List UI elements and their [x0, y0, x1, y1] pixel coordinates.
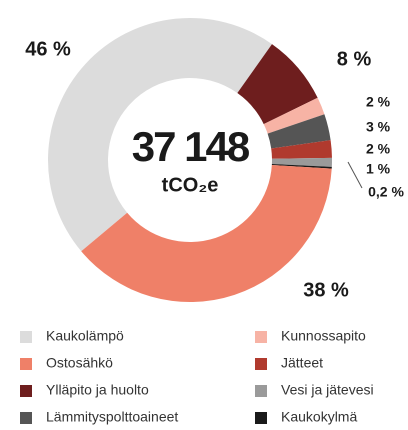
slice-label: 0,2 %	[368, 184, 404, 200]
legend-label: Kaukokylmä	[281, 409, 357, 425]
legend-swatch	[255, 412, 267, 424]
legend-label: Ostosähkö	[46, 355, 113, 371]
donut-slice	[263, 97, 325, 134]
center-unit: tCO₂e	[162, 174, 219, 196]
slice-label: 3 %	[366, 119, 391, 135]
donut-slice	[48, 18, 272, 252]
legend-label: Kunnossapito	[281, 328, 366, 344]
legend-label: Ylläpito ja huolto	[46, 382, 149, 398]
slice-label: 1 %	[366, 161, 391, 177]
donut-slice	[81, 164, 332, 302]
slice-label: 2 %	[366, 141, 391, 157]
legend-label: Jätteet	[281, 355, 323, 371]
slice-label: 46 %	[25, 38, 71, 60]
slice-label: 2 %	[366, 94, 391, 110]
legend-swatch	[20, 358, 32, 370]
slice-label: 38 %	[303, 279, 349, 301]
legend-label: Kaukolämpö	[46, 328, 124, 344]
leader-line	[347, 161, 363, 189]
legend-swatch	[20, 385, 32, 397]
legend-swatch	[20, 331, 32, 343]
legend-swatch	[255, 331, 267, 343]
legend-label: Vesi ja jätevesi	[281, 382, 374, 398]
legend-swatch	[20, 412, 32, 424]
slice-label: 8 %	[337, 48, 372, 70]
donut-slice	[267, 114, 331, 149]
legend-label: Lämmityspolttoaineet	[46, 409, 178, 425]
donut-slice	[271, 157, 333, 167]
donut-slice	[237, 44, 318, 125]
center-total: 37 148	[132, 123, 250, 170]
legend-swatch	[255, 358, 267, 370]
donut-slice	[271, 163, 332, 169]
legend-swatch	[255, 385, 267, 397]
donut-slice	[271, 140, 332, 159]
